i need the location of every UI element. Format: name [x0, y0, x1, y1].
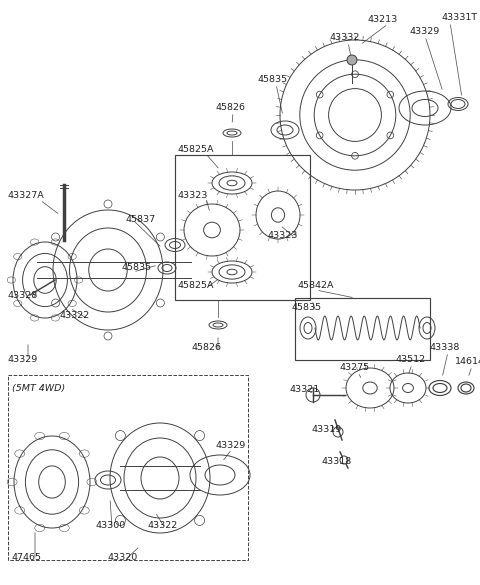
- Text: 43213: 43213: [368, 15, 398, 25]
- Bar: [175, 155, 310, 300]
- Bar: [8, 375, 248, 560]
- Text: 43318: 43318: [322, 457, 352, 466]
- Text: 43338: 43338: [430, 343, 460, 353]
- Text: 43323: 43323: [268, 230, 299, 239]
- Text: 47465: 47465: [12, 553, 42, 563]
- Text: 45825A: 45825A: [178, 146, 215, 154]
- Text: 43275: 43275: [340, 363, 370, 373]
- Text: 43512: 43512: [395, 356, 425, 364]
- Text: 43329: 43329: [215, 441, 245, 449]
- Text: 43331T: 43331T: [442, 13, 478, 22]
- Text: 43329: 43329: [8, 356, 38, 364]
- Text: 45826: 45826: [215, 104, 245, 112]
- Text: 45837: 45837: [125, 215, 155, 225]
- Text: 45826: 45826: [192, 343, 222, 353]
- Text: 43323: 43323: [178, 191, 208, 199]
- Text: 43329: 43329: [410, 27, 440, 36]
- Text: 43328: 43328: [8, 291, 38, 300]
- Text: 43322: 43322: [148, 521, 178, 529]
- Text: 45835: 45835: [258, 75, 288, 84]
- Text: 45825A: 45825A: [178, 280, 215, 290]
- Circle shape: [347, 55, 357, 65]
- Circle shape: [340, 456, 348, 464]
- Text: 43321: 43321: [290, 386, 320, 394]
- Text: 45835: 45835: [292, 304, 322, 312]
- Text: 43327A: 43327A: [8, 191, 45, 199]
- Text: 45842A: 45842A: [298, 280, 335, 290]
- Text: 43332: 43332: [330, 33, 360, 43]
- Text: 14614: 14614: [455, 357, 480, 366]
- Text: (5MT 4WD): (5MT 4WD): [12, 384, 65, 393]
- Text: 43322: 43322: [60, 311, 90, 319]
- Bar: [295, 298, 430, 360]
- Text: 43320: 43320: [108, 553, 138, 563]
- Text: 45835: 45835: [122, 263, 152, 273]
- Text: 43319: 43319: [312, 425, 342, 435]
- Text: 43300: 43300: [95, 521, 125, 529]
